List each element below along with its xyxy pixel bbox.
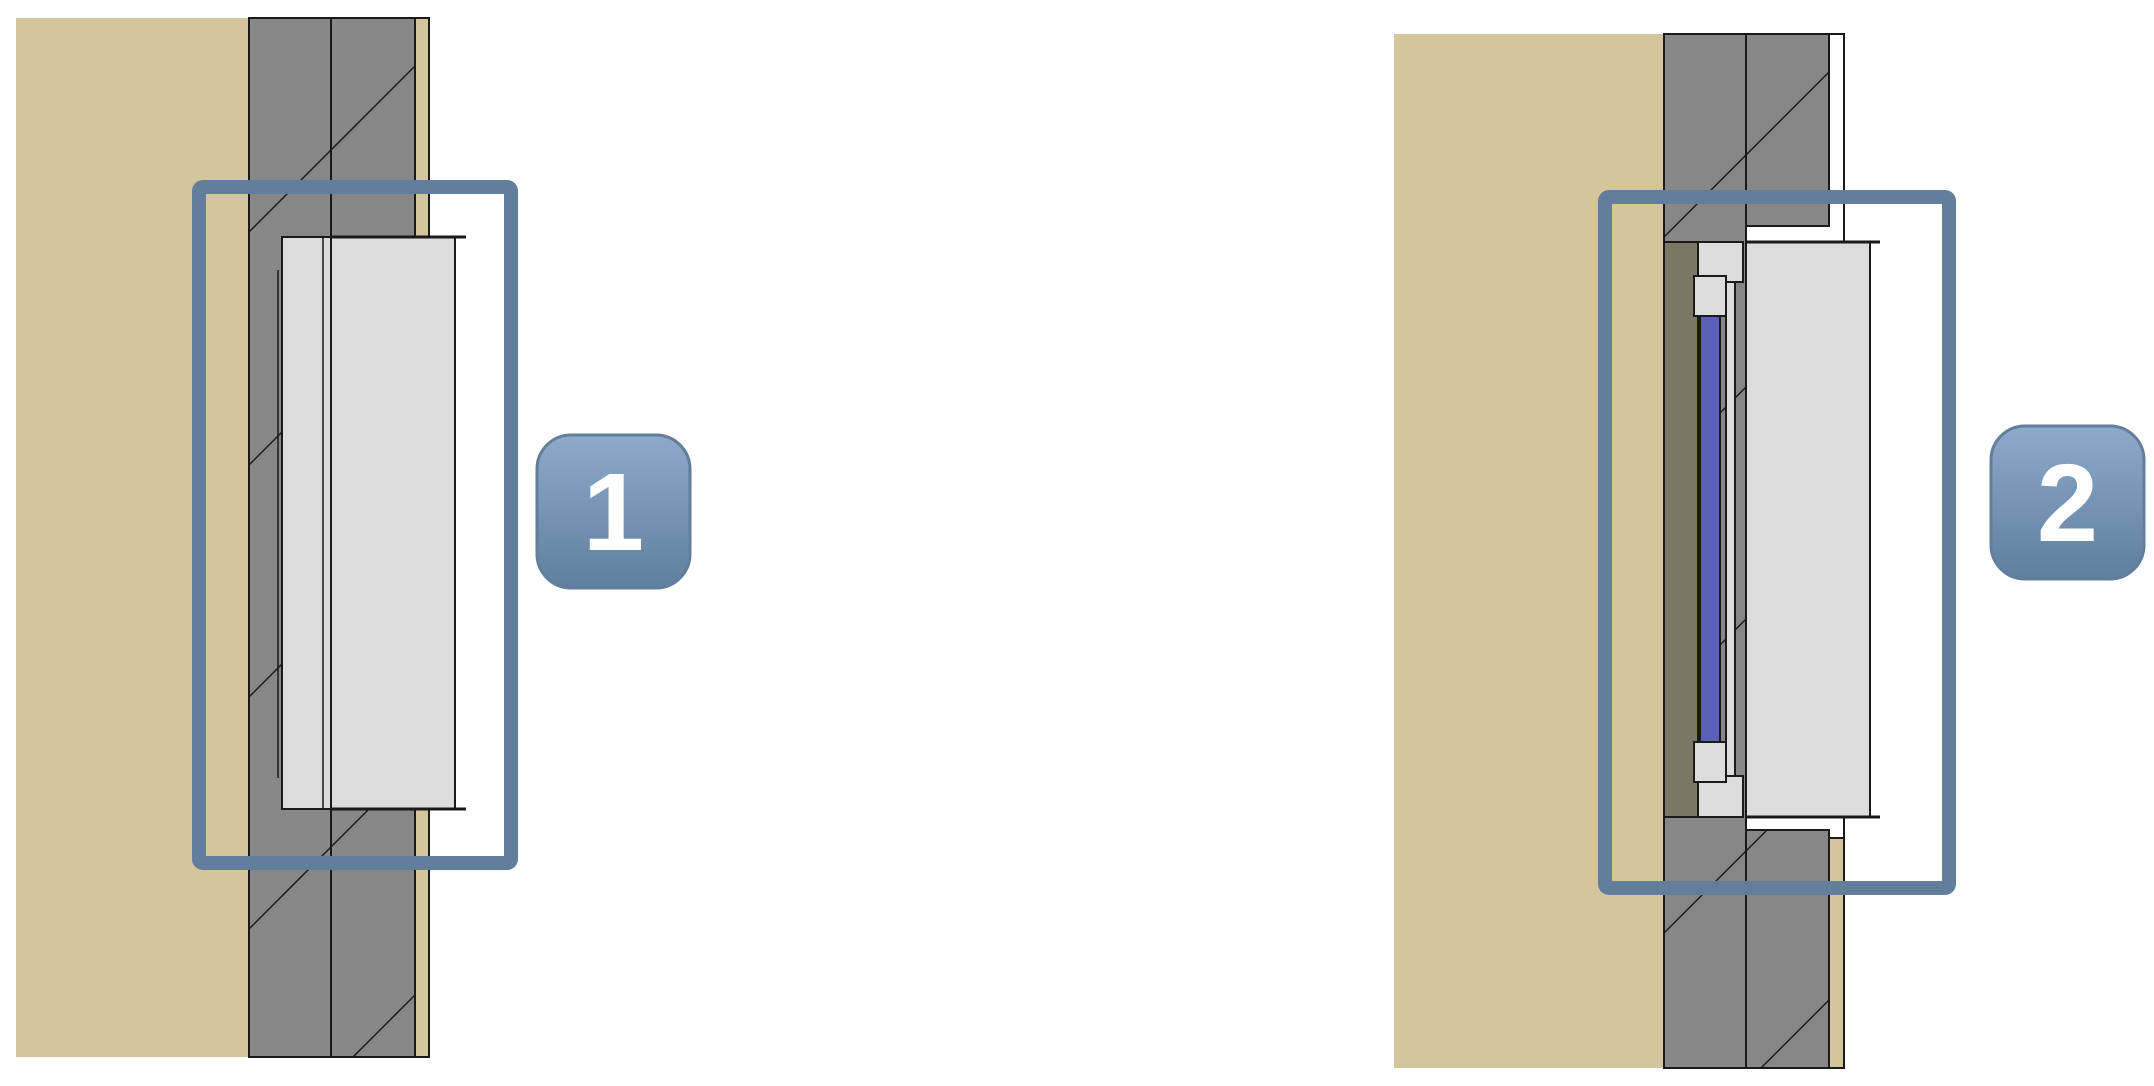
glazing-bead-top-2 (1693, 275, 1727, 317)
window-frame-2 (1745, 241, 1871, 818)
window-frame-1 (330, 236, 456, 810)
wall-finish-1 (16, 18, 249, 1057)
callout-box-2 (1598, 190, 1956, 895)
wall-finish-2 (1394, 34, 1664, 1068)
glass-pane-2 (1699, 315, 1721, 743)
glazing-bead-bottom-2 (1693, 741, 1727, 783)
window-sash-1 (281, 236, 333, 810)
badge-label-1: 1 (583, 451, 644, 574)
sash-profile-2 (1725, 281, 1736, 777)
dark-subframe-2 (1663, 241, 1699, 818)
badge-background-1 (535, 433, 692, 590)
badge-label-2: 2 (2037, 442, 2098, 565)
callout-box-1 (192, 180, 518, 870)
detail-2: 2 (1394, 33, 2146, 1069)
number-badge-2: 2 (1989, 424, 2146, 581)
number-badge-1: 1 (535, 433, 692, 590)
badge-background-2 (1989, 424, 2146, 581)
detail-1: 1 (16, 17, 692, 1058)
